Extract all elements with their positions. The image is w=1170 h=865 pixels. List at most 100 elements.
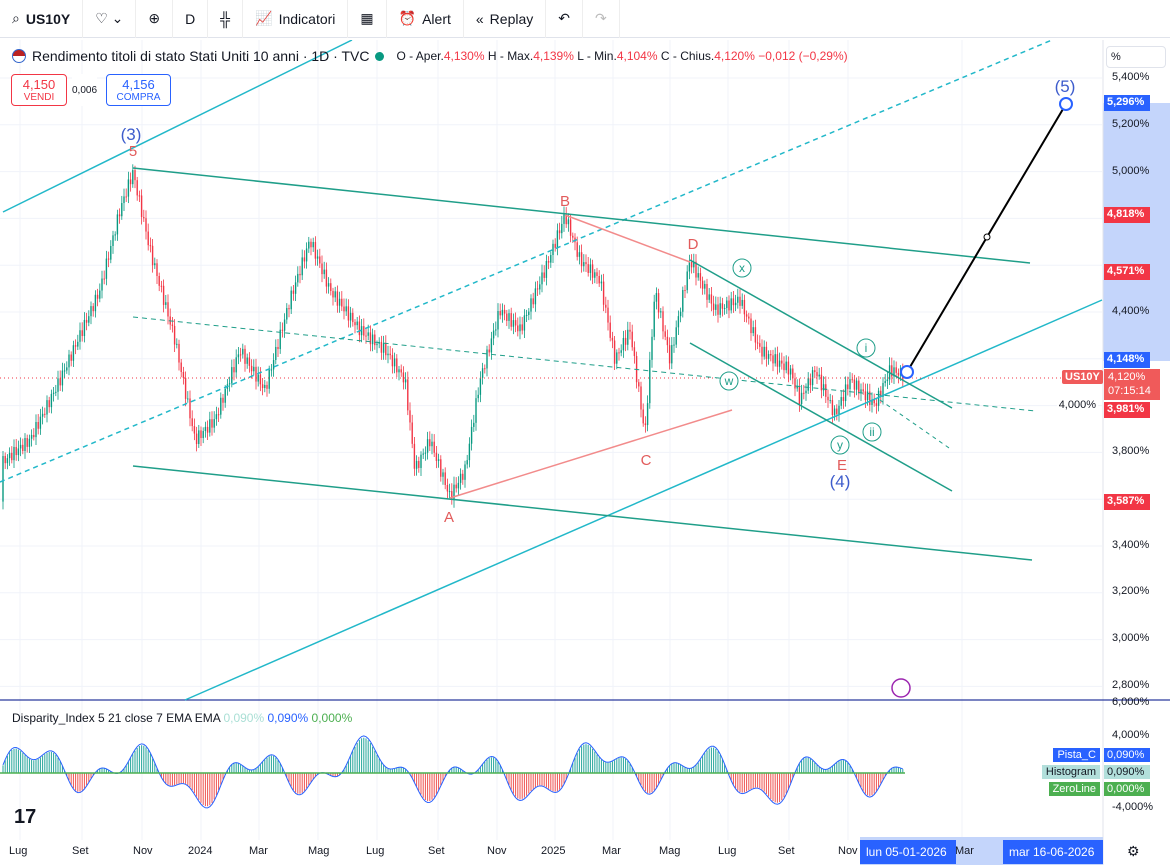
wedge-lower-line bbox=[689, 342, 953, 492]
candle-body bbox=[844, 384, 847, 402]
candle-body bbox=[202, 430, 204, 439]
candle-body bbox=[365, 335, 367, 337]
candle-body bbox=[479, 377, 482, 395]
candle-body bbox=[618, 352, 620, 354]
candle-body bbox=[591, 264, 594, 278]
candle-body bbox=[39, 416, 42, 429]
indicators-button[interactable]: 📈 Indicatori bbox=[243, 0, 349, 38]
time-tick: Mar bbox=[249, 845, 268, 857]
price-label-p3981: 3,981% bbox=[1104, 402, 1150, 418]
candle-body bbox=[400, 369, 402, 373]
candle-body bbox=[422, 453, 424, 455]
candle-body bbox=[239, 354, 242, 356]
candle-body bbox=[253, 366, 255, 372]
candle-body bbox=[545, 261, 548, 278]
candle-body bbox=[671, 345, 673, 364]
redo-button[interactable]: ↷ bbox=[583, 0, 620, 38]
settings-gear-icon[interactable]: ⚙ bbox=[1127, 843, 1140, 859]
projection-start-handle bbox=[900, 365, 914, 379]
candle-body bbox=[484, 368, 486, 370]
candle-style-button[interactable]: ╬ bbox=[208, 0, 244, 38]
wave-label-x: x bbox=[739, 261, 745, 275]
candle-body bbox=[838, 405, 840, 415]
candle-body bbox=[431, 441, 433, 447]
candle-body bbox=[607, 307, 609, 323]
symbol-search[interactable]: ⌕ US10Y bbox=[0, 0, 84, 38]
indicator-tag-pista: Pista_C bbox=[1053, 748, 1100, 762]
wave-label-E: E bbox=[837, 457, 847, 474]
candle-body bbox=[411, 422, 413, 444]
candle-body bbox=[209, 419, 211, 433]
candle-body bbox=[745, 314, 748, 317]
time-tick: Nov bbox=[133, 845, 153, 857]
price-chart[interactable]: (3)5 B D A C E(4) (5) x i w ii y bbox=[0, 40, 1170, 865]
candle-body bbox=[424, 452, 427, 454]
candle-body bbox=[380, 341, 383, 353]
compare-add-button[interactable]: ⊕ bbox=[136, 0, 174, 38]
time-tick: Mag bbox=[308, 845, 330, 857]
candle-body bbox=[517, 325, 519, 332]
interval-button[interactable]: D bbox=[173, 0, 209, 38]
candle-body bbox=[127, 179, 130, 197]
candle-body bbox=[563, 214, 565, 224]
candle-body bbox=[532, 298, 534, 305]
candle-body bbox=[305, 248, 308, 262]
candle-body bbox=[866, 391, 869, 401]
candle-body bbox=[466, 460, 468, 465]
rewind-icon: « bbox=[475, 10, 484, 27]
candle-body bbox=[369, 332, 372, 345]
candle-body bbox=[195, 433, 198, 445]
candle-body bbox=[6, 458, 9, 464]
candle-body bbox=[244, 348, 246, 364]
candle-body bbox=[206, 426, 209, 433]
candle-body bbox=[332, 290, 334, 298]
candle-body bbox=[257, 374, 259, 382]
candle-body bbox=[85, 319, 88, 323]
candle-body bbox=[682, 290, 684, 312]
candle-body bbox=[763, 346, 765, 357]
sell-button[interactable]: 4,150 VENDI bbox=[11, 74, 67, 106]
wave-label-w4: (4) bbox=[830, 472, 851, 491]
watchlist-flag-button[interactable]: ♡ ⌄ bbox=[83, 0, 137, 38]
layouts-button[interactable]: ▦ bbox=[348, 0, 387, 38]
candle-body bbox=[759, 343, 761, 347]
candle-body bbox=[248, 357, 251, 366]
candle-body bbox=[156, 263, 158, 277]
alarm-icon: ⏰ bbox=[398, 10, 417, 26]
price-axis-unit[interactable]: % bbox=[1106, 46, 1166, 68]
candle-body bbox=[891, 365, 893, 377]
alert-button[interactable]: ⏰ Alert bbox=[387, 0, 464, 38]
candle-body bbox=[371, 334, 374, 345]
buy-button[interactable]: 4,156 COMPRA bbox=[106, 74, 171, 106]
candle-body bbox=[231, 367, 233, 384]
replay-button[interactable]: «Replay bbox=[464, 0, 547, 38]
candle-body bbox=[112, 235, 114, 246]
candle-body bbox=[536, 288, 539, 290]
candle-body bbox=[415, 460, 418, 469]
candle-body bbox=[668, 345, 671, 364]
candle-body bbox=[319, 256, 321, 264]
candle-body bbox=[776, 354, 779, 367]
candle-body bbox=[726, 300, 728, 309]
candle-body bbox=[710, 294, 713, 304]
candle-body bbox=[184, 377, 187, 399]
candle-body bbox=[807, 378, 809, 391]
candle-body bbox=[323, 269, 325, 275]
candle-body bbox=[829, 400, 831, 402]
wave-label-A: A bbox=[444, 509, 454, 526]
candle-body bbox=[63, 370, 66, 372]
candle-body bbox=[550, 255, 552, 263]
spread-value: 0,006 bbox=[72, 74, 98, 106]
bd-line bbox=[564, 214, 691, 263]
candle-body bbox=[57, 378, 59, 392]
candle-body bbox=[462, 473, 464, 480]
price-tick: 3,200% bbox=[1112, 585, 1150, 597]
time-tick: Mar bbox=[955, 845, 974, 857]
candle-body bbox=[272, 360, 275, 370]
undo-button[interactable]: ↶ bbox=[546, 0, 583, 38]
candle-body bbox=[270, 369, 273, 371]
candle-body bbox=[352, 312, 354, 323]
candle-body bbox=[396, 358, 398, 373]
countdown-label: 07:15:14 bbox=[1108, 385, 1151, 397]
candle-body bbox=[693, 261, 695, 268]
